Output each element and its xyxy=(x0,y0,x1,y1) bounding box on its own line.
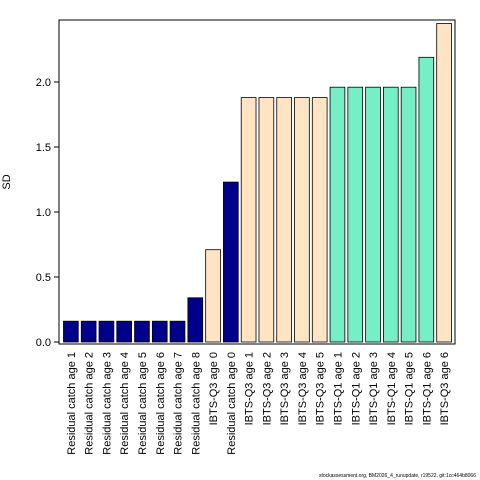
y-axis-title: SD xyxy=(1,174,13,189)
footer-text: stockassessment.org, BM2026_4_runupdate,… xyxy=(318,473,476,479)
x-tick-label: IBTS-Q3 age 6 xyxy=(439,352,451,425)
bar xyxy=(223,181,239,343)
x-tick-label: IBTS-Q3 age 5 xyxy=(315,352,327,425)
x-tick-label: Residual catch age 5 xyxy=(137,352,149,455)
y-tick-label: 1.5 xyxy=(36,142,51,154)
bar xyxy=(151,320,168,343)
bar xyxy=(240,97,257,343)
x-tick-label: Residual catch age 6 xyxy=(155,352,167,455)
bar xyxy=(187,297,204,343)
bar xyxy=(169,320,186,343)
bar xyxy=(382,86,399,343)
y-tick-label: 0.5 xyxy=(36,272,51,284)
bar xyxy=(311,97,328,343)
bar xyxy=(80,320,97,343)
x-tick-label: Residual catch age 3 xyxy=(101,352,113,455)
x-tick-label: Residual catch age 2 xyxy=(84,352,96,455)
bar xyxy=(365,86,381,343)
bar xyxy=(134,320,150,343)
bar xyxy=(436,23,452,343)
bar xyxy=(205,249,221,343)
plot-frame xyxy=(58,19,456,345)
x-tick-label: IBTS-Q3 age 2 xyxy=(261,352,273,425)
bar xyxy=(347,86,364,343)
x-axis: Residual catch age 1 Residual catch age 2… xyxy=(66,352,451,455)
x-tick-label: IBTS-Q1 age 3 xyxy=(368,352,380,425)
bar xyxy=(418,56,435,343)
bar xyxy=(294,97,310,343)
y-tick-label: 2.0 xyxy=(36,77,51,89)
x-tick-label: IBTS-Q1 age 2 xyxy=(350,352,362,425)
bar xyxy=(329,86,346,343)
x-tick-label: Residual catch age 4 xyxy=(119,352,131,455)
bar xyxy=(258,97,275,343)
bar xyxy=(276,97,292,343)
x-tick-label: Residual catch age 1 xyxy=(66,352,78,455)
x-tick-label: Residual catch age 7 xyxy=(173,352,185,455)
y-axis: 0.0 0.5 1.0 1.5 2.0 xyxy=(36,77,59,349)
x-tick-label: IBTS-Q1 age 1 xyxy=(332,352,344,425)
x-tick-label: IBTS-Q1 age 6 xyxy=(421,352,433,425)
x-tick-label: IBTS-Q3 age 3 xyxy=(279,352,291,425)
y-tick-label: 0.0 xyxy=(36,337,51,349)
y-tick-label: 1.0 xyxy=(36,207,51,219)
x-tick-label: IBTS-Q3 age 4 xyxy=(297,352,309,425)
bar xyxy=(98,320,115,343)
x-tick-label: IBTS-Q1 age 4 xyxy=(386,352,398,425)
x-tick-label: IBTS-Q3 age 0 xyxy=(208,352,220,425)
bar xyxy=(116,320,133,343)
x-tick-label: IBTS-Q1 age 5 xyxy=(404,352,416,425)
bar xyxy=(400,86,417,343)
x-tick-label: Residual catch age 0 xyxy=(226,352,238,455)
bar xyxy=(63,320,79,343)
bars-group xyxy=(63,23,452,343)
x-tick-label: IBTS-Q3 age 1 xyxy=(244,352,256,425)
x-tick-label: Residual catch age 8 xyxy=(190,352,202,455)
